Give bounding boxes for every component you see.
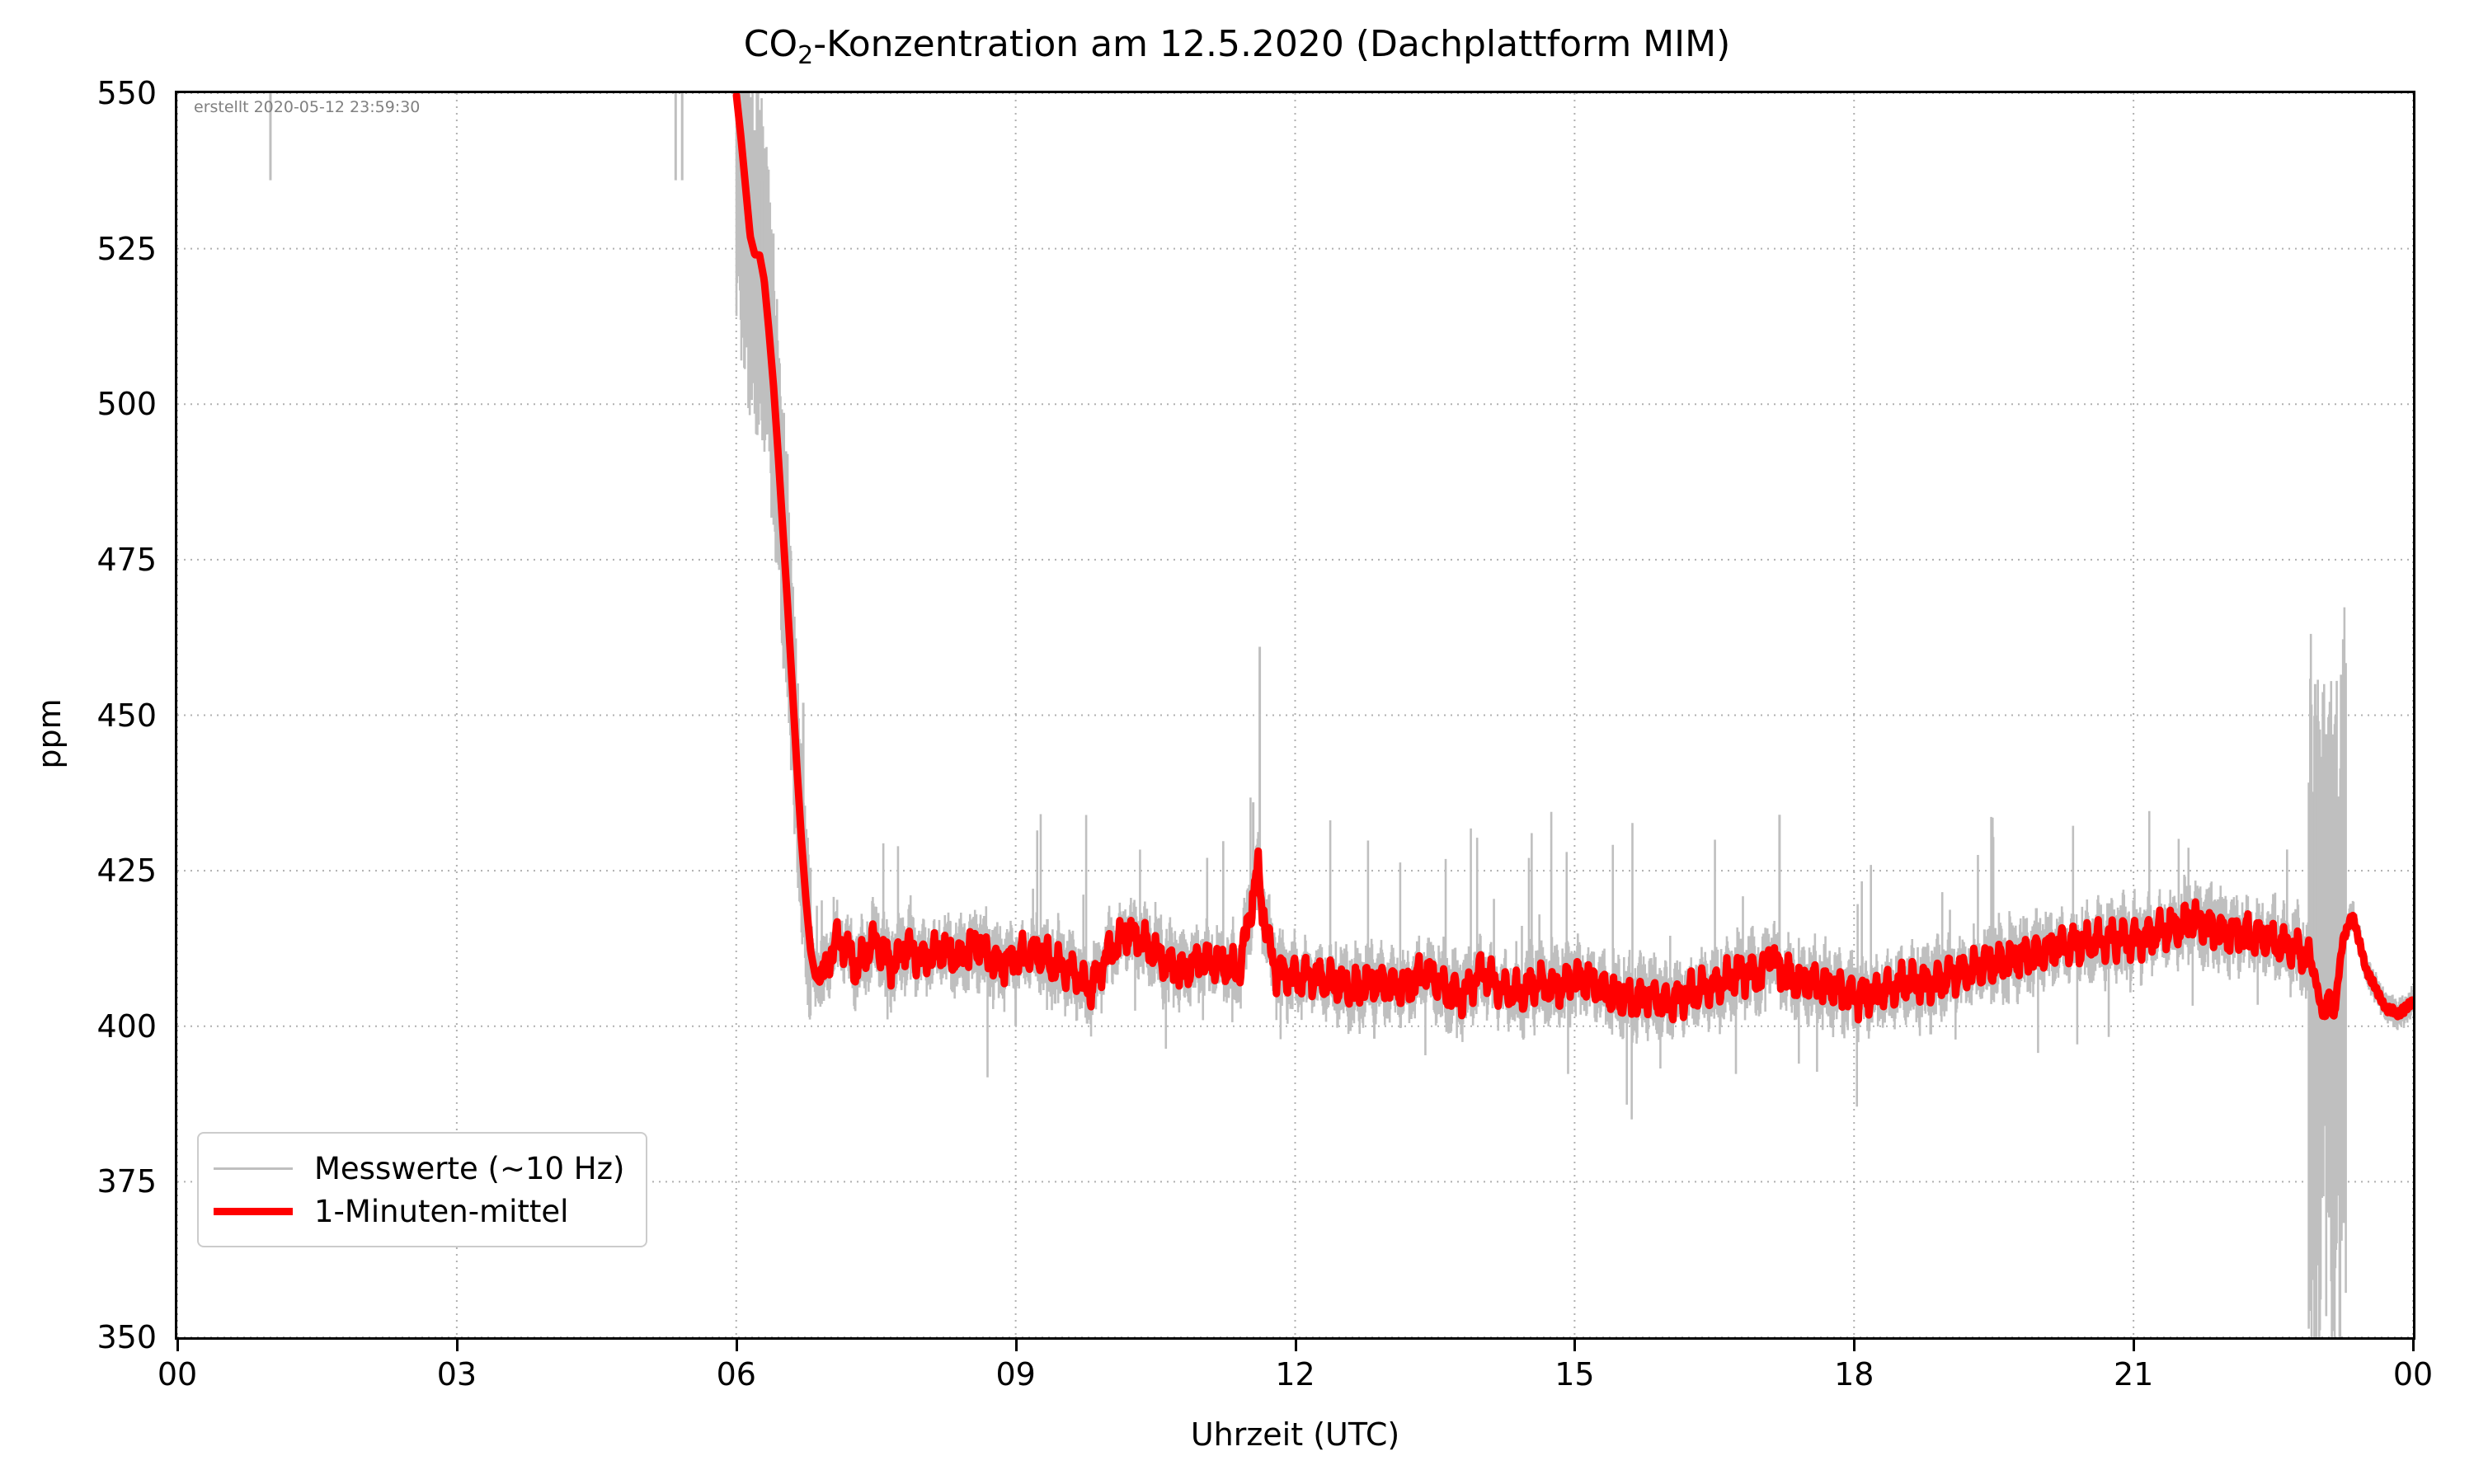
x-tick-label: 00 [2392,1356,2434,1392]
x-tick-mark [455,1340,459,1351]
x-tick-label: 12 [1275,1356,1315,1392]
x-tick-label: 18 [1834,1356,1874,1392]
raw-measurements-line [735,93,2413,1337]
x-tick-mark [176,1340,179,1351]
y-tick-label: 550 [96,75,157,111]
page-title: CO2-Konzentration am 12.5.2020 (Dachplat… [0,23,2474,70]
title-co-text: CO [743,23,798,65]
x-tick-mark [1573,1340,1577,1351]
y-tick-label: 375 [96,1163,157,1200]
x-tick-mark [735,1340,738,1351]
legend-swatch-icon [214,1167,293,1170]
legend-item-label: 1-Minuten-mittel [314,1193,569,1229]
y-tick-label: 350 [96,1319,157,1355]
chart-canvas [177,93,2413,1337]
x-tick-label: 00 [157,1356,198,1392]
y-tick-label: 450 [96,697,157,734]
minute-mean-series [732,93,2413,1024]
legend-item[interactable]: 1-Minuten-mittel [214,1190,624,1233]
x-tick-label: 06 [716,1356,756,1392]
x-tick-label: 21 [2113,1356,2154,1392]
legend-swatch-icon [214,1207,293,1215]
minute-mean-line [732,93,2413,1024]
y-axis-tick-labels: 350 375 400 425 450 475 500 525 550 [25,0,200,1484]
x-tick-mark [2133,1340,2136,1351]
legend-item[interactable]: Messwerte (~10 Hz) [214,1147,624,1190]
title-subscript: 2 [797,41,814,70]
y-tick-label: 525 [96,230,157,267]
legend-item-label: Messwerte (~10 Hz) [314,1150,625,1186]
x-tick-mark [2412,1340,2415,1351]
plot-area[interactable]: erstellt 2020-05-12 23:59:30 Messwerte (… [175,91,2415,1340]
y-tick-label: 475 [96,541,157,578]
y-tick-label: 400 [96,1007,157,1045]
created-timestamp-note: erstellt 2020-05-12 23:59:30 [194,98,421,116]
x-tick-mark [1014,1340,1018,1351]
y-tick-label: 500 [96,386,157,423]
y-tick-label: 425 [96,852,157,890]
title-remainder: -Konzentration am 12.5.2020 (Dachplattfo… [813,23,1731,65]
x-tick-label: 15 [1554,1356,1595,1392]
x-tick-mark [1853,1340,1856,1351]
x-tick-mark [1294,1340,1297,1351]
chart-gridlines [177,93,2413,1337]
x-tick-label: 03 [436,1356,477,1392]
chart-legend[interactable]: Messwerte (~10 Hz) 1-Minuten-mittel [197,1132,648,1247]
x-axis-label: Uhrzeit (UTC) [1190,1416,1400,1453]
x-tick-label: 09 [995,1356,1036,1392]
